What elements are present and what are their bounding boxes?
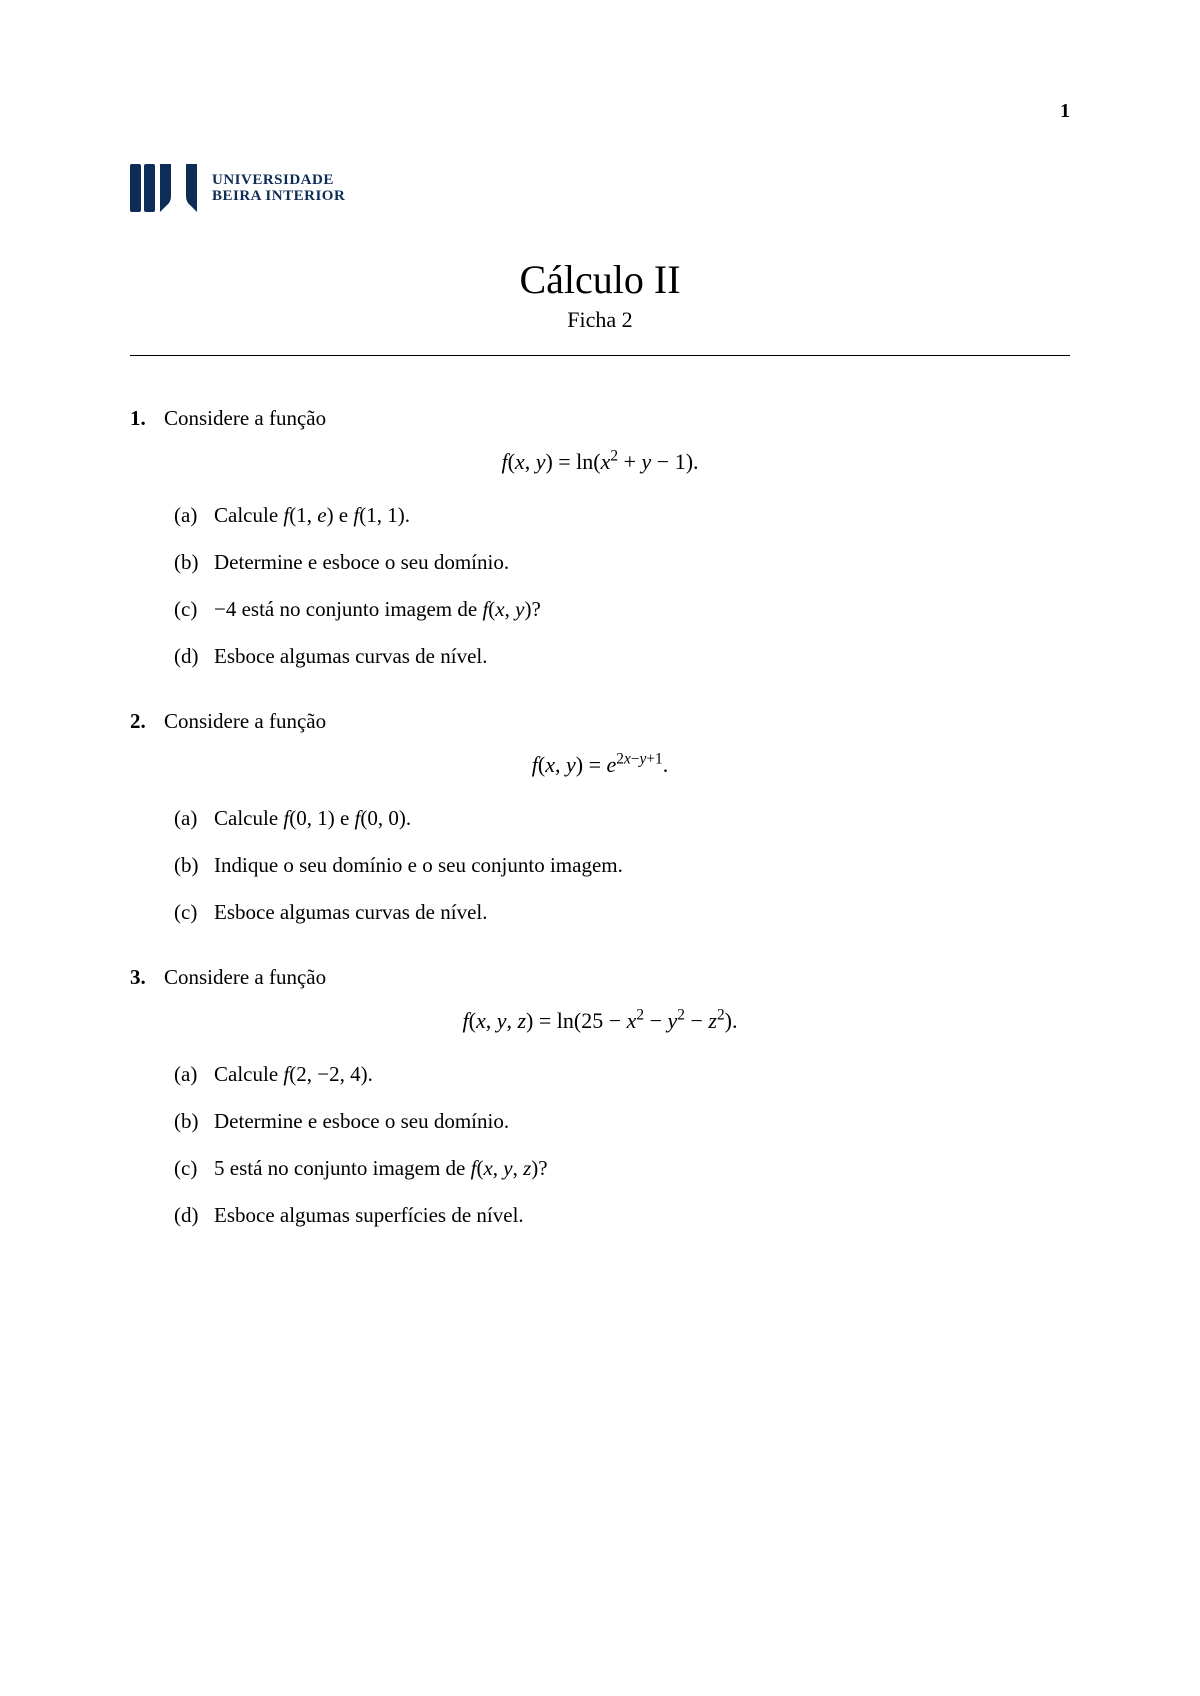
subitem-label: (c) [174,1156,214,1181]
subitem-text: Esboce algumas superfícies de nível. [214,1203,524,1228]
subitem: (d)Esboce algumas curvas de nível. [174,644,1070,669]
logo-line2: BEIRA INTERIOR [212,188,345,205]
subitem-text: Indique o seu domínio e o seu conjunto i… [214,853,623,878]
subitem: (a)Calcule f(1, e) e f(1, 1). [174,503,1070,528]
subitems: (a)Calcule f(0, 1) e f(0, 0).(b)Indique … [174,806,1070,925]
subitem-text: −4 está no conjunto imagem de f(x, y)? [214,597,541,622]
subitem: (b)Indique o seu domínio e o seu conjunt… [174,853,1070,878]
problem: 1.Considere a função f(x, y) = ln(x2 + y … [130,406,1070,669]
problem-number: 3. [130,965,164,990]
problem-intro: Considere a função [164,709,326,734]
title-rule [130,355,1070,356]
subitems: (a)Calcule f(1, e) e f(1, 1).(b)Determin… [174,503,1070,669]
problems-list: 1.Considere a funçãof(x, y) = ln(x2 + y … [130,406,1070,1228]
subitem: (c)−4 está no conjunto imagem de f(x, y)… [174,597,1070,622]
subitem: (a)Calcule f(0, 1) e f(0, 0). [174,806,1070,831]
problem-header: 2.Considere a função [130,709,1070,734]
page-number: 1 [1060,100,1070,123]
subitem-text: Esboce algumas curvas de nível. [214,644,488,669]
logo-text: UNIVERSIDADE BEIRA INTERIOR [212,172,345,205]
university-logo: UNIVERSIDADE BEIRA INTERIOR [130,160,1070,216]
problem: 3.Considere a função f(x, y, z) = ln(25 −… [130,965,1070,1228]
problem-number: 2. [130,709,164,734]
logo-mark-icon [130,160,200,216]
subitem: (b)Determine e esboce o seu domínio. [174,550,1070,575]
equation: f(x, y, z) = ln(25 − x2 − y2 − z2). [130,1008,1070,1034]
subitem-text: Determine e esboce o seu domínio. [214,1109,509,1134]
subitem: (b)Determine e esboce o seu domínio. [174,1109,1070,1134]
page: 1 UNIVERSIDADE BEIRA INTERIOR Cálculo II… [0,0,1200,1348]
equation: f(x, y) = ln(x2 + y − 1). [130,449,1070,475]
document-title: Cálculo II [130,256,1070,303]
subitem-text: Esboce algumas curvas de nível. [214,900,488,925]
subitem-label: (a) [174,1062,214,1087]
problem-header: 1.Considere a função [130,406,1070,431]
document-subtitle: Ficha 2 [130,307,1070,333]
subitem-text: Calcule f(1, e) e f(1, 1). [214,503,410,528]
subitem-text: 5 está no conjunto imagem de f(x, y, z)? [214,1156,548,1181]
subitem-text: Calcule f(0, 1) e f(0, 0). [214,806,411,831]
subitems: (a)Calcule f(2, −2, 4).(b)Determine e es… [174,1062,1070,1228]
problem: 2.Considere a função f(x, y) = e2x−y+1. (a… [130,709,1070,925]
problem-intro: Considere a função [164,406,326,431]
problem-number: 1. [130,406,164,431]
problem-intro: Considere a função [164,965,326,990]
subitem: (c)Esboce algumas curvas de nível. [174,900,1070,925]
subitem-label: (a) [174,806,214,831]
logo-line1: UNIVERSIDADE [212,172,345,189]
subitem-label: (b) [174,1109,214,1134]
subitem-label: (c) [174,900,214,925]
subitem: (a)Calcule f(2, −2, 4). [174,1062,1070,1087]
equation: f(x, y) = e2x−y+1. [130,752,1070,778]
subitem: (d)Esboce algumas superfícies de nível. [174,1203,1070,1228]
subitem-text: Determine e esboce o seu domínio. [214,550,509,575]
subitem-label: (c) [174,597,214,622]
subitem-label: (a) [174,503,214,528]
subitem: (c)5 está no conjunto imagem de f(x, y, … [174,1156,1070,1181]
subitem-label: (d) [174,1203,214,1228]
subitem-label: (b) [174,550,214,575]
subitem-text: Calcule f(2, −2, 4). [214,1062,373,1087]
subitem-label: (d) [174,644,214,669]
problem-header: 3.Considere a função [130,965,1070,990]
subitem-label: (b) [174,853,214,878]
